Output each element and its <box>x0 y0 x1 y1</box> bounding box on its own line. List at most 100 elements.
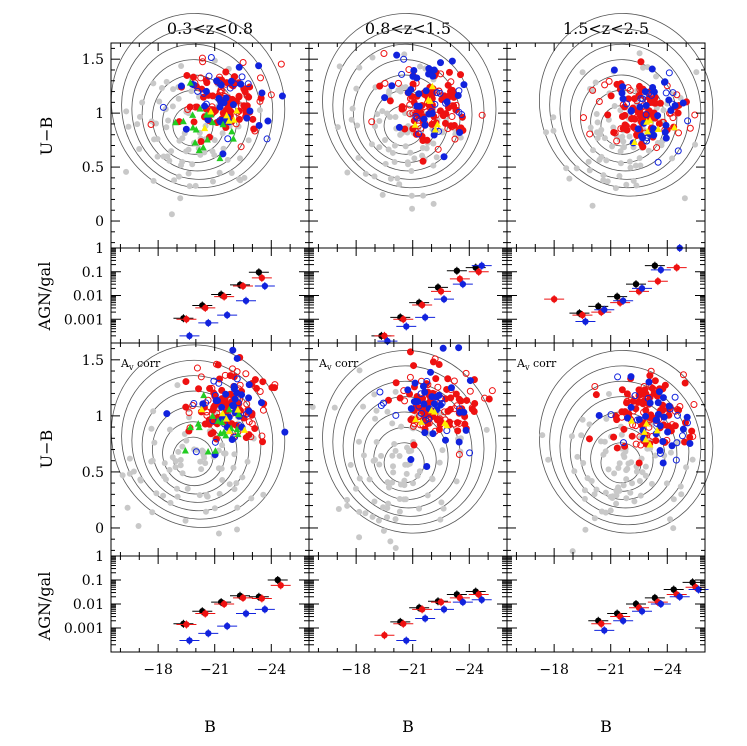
x-tick-label: −18 <box>341 662 371 678</box>
galaxy-point <box>331 404 338 411</box>
galaxy-point <box>405 161 412 168</box>
agn-point-open <box>192 448 200 456</box>
galaxy-point <box>371 391 378 398</box>
galaxy-point <box>202 460 209 467</box>
galaxy-point <box>692 141 699 148</box>
galaxy-point <box>615 464 622 471</box>
galaxy-point <box>211 505 218 512</box>
agn-point <box>642 101 650 109</box>
agn-point <box>618 112 626 120</box>
agn-point <box>406 348 414 356</box>
galaxy-point <box>433 154 440 161</box>
galaxy-point <box>586 421 593 428</box>
galaxy-point <box>151 439 158 446</box>
agn-point-open <box>674 411 682 419</box>
agn-point <box>376 82 384 90</box>
agn-point <box>619 83 627 91</box>
agn-point-open <box>654 158 662 166</box>
agn-point-open <box>675 129 683 137</box>
galaxy-point <box>636 155 643 162</box>
ratio-point-black <box>255 269 263 276</box>
galaxy-point <box>209 178 216 185</box>
agn-point-open <box>601 81 609 89</box>
agn-point <box>623 390 631 398</box>
galaxy-point <box>226 481 233 488</box>
agn-point-open <box>638 394 646 402</box>
ratio-point-red <box>220 600 228 608</box>
agn-point <box>631 115 639 123</box>
agn-point-open <box>631 392 639 400</box>
agn-point <box>660 413 668 421</box>
ratio-point-blue <box>582 318 589 325</box>
agn-point-triangle <box>208 412 216 419</box>
agn-point-open <box>689 432 697 440</box>
galaxy-point <box>376 461 383 468</box>
galaxy-point <box>661 452 668 459</box>
galaxy-point <box>616 487 623 494</box>
agn-point-triangle <box>179 117 187 125</box>
galaxy-point <box>585 158 592 165</box>
galaxy-point <box>344 502 351 509</box>
agn-point-open <box>425 415 433 423</box>
galaxy-point <box>374 111 381 118</box>
galaxy-point <box>158 85 165 92</box>
ratio-point-blue <box>638 285 646 292</box>
galaxy-point <box>407 149 414 156</box>
agn-point-open <box>406 373 414 381</box>
agn-point-triangle <box>192 126 200 133</box>
agn-point <box>233 389 241 397</box>
galaxy-point <box>386 87 393 94</box>
agn-point-open <box>238 73 246 81</box>
ratio-point-red <box>381 332 388 340</box>
ratio-point-red <box>400 316 407 323</box>
agn-point-open <box>277 60 285 68</box>
galaxy-point <box>126 455 133 462</box>
agn-point-open <box>256 74 264 82</box>
galaxy-point <box>642 472 649 479</box>
galaxy-point <box>416 63 423 70</box>
ratio-point-black <box>651 262 659 269</box>
galaxy-point <box>344 169 351 176</box>
agn-point <box>683 413 691 421</box>
agn-point-open <box>452 101 460 109</box>
ratio-point-red <box>183 316 190 323</box>
agn-point-open <box>617 125 625 133</box>
ratio-point-red <box>258 595 266 602</box>
galaxy-point <box>601 438 608 445</box>
galaxy-point <box>574 453 581 460</box>
galaxy-point <box>430 200 437 207</box>
agn-point <box>404 89 412 97</box>
agn-point <box>452 390 460 398</box>
agn-point-open <box>673 91 681 99</box>
galaxy-point <box>408 167 415 174</box>
galaxy-point <box>175 95 182 102</box>
agn-point-open <box>637 94 645 102</box>
ratio-point-black <box>274 576 281 584</box>
galaxy-point <box>611 102 618 109</box>
galaxy-point <box>360 452 367 459</box>
galaxy-point <box>563 165 570 172</box>
ratio-point-red <box>220 293 228 300</box>
galaxy-point <box>594 119 601 126</box>
agn-point-open <box>450 377 458 385</box>
agn-point <box>410 362 418 370</box>
agn-point-triangle <box>186 79 194 86</box>
galaxy-point <box>631 498 638 505</box>
ratio-point-blue <box>478 262 485 269</box>
agn-point-triangle <box>189 111 197 118</box>
agn-point-open <box>401 397 409 405</box>
agn-point <box>662 134 670 142</box>
agn-point <box>201 420 209 428</box>
galaxy-point <box>392 388 399 395</box>
agn-point <box>396 394 404 402</box>
agn-point-open <box>690 401 698 409</box>
x-tick-label: −21 <box>200 662 230 678</box>
galaxy-point <box>639 64 646 71</box>
agn-point-triangle <box>195 146 203 154</box>
galaxy-point <box>234 504 241 511</box>
agn-point-open <box>451 135 459 143</box>
galaxy-point <box>402 143 409 150</box>
y-tick-label: 0.1 <box>82 265 104 281</box>
x-tick-label: −18 <box>539 662 569 678</box>
agn-point <box>642 412 650 420</box>
